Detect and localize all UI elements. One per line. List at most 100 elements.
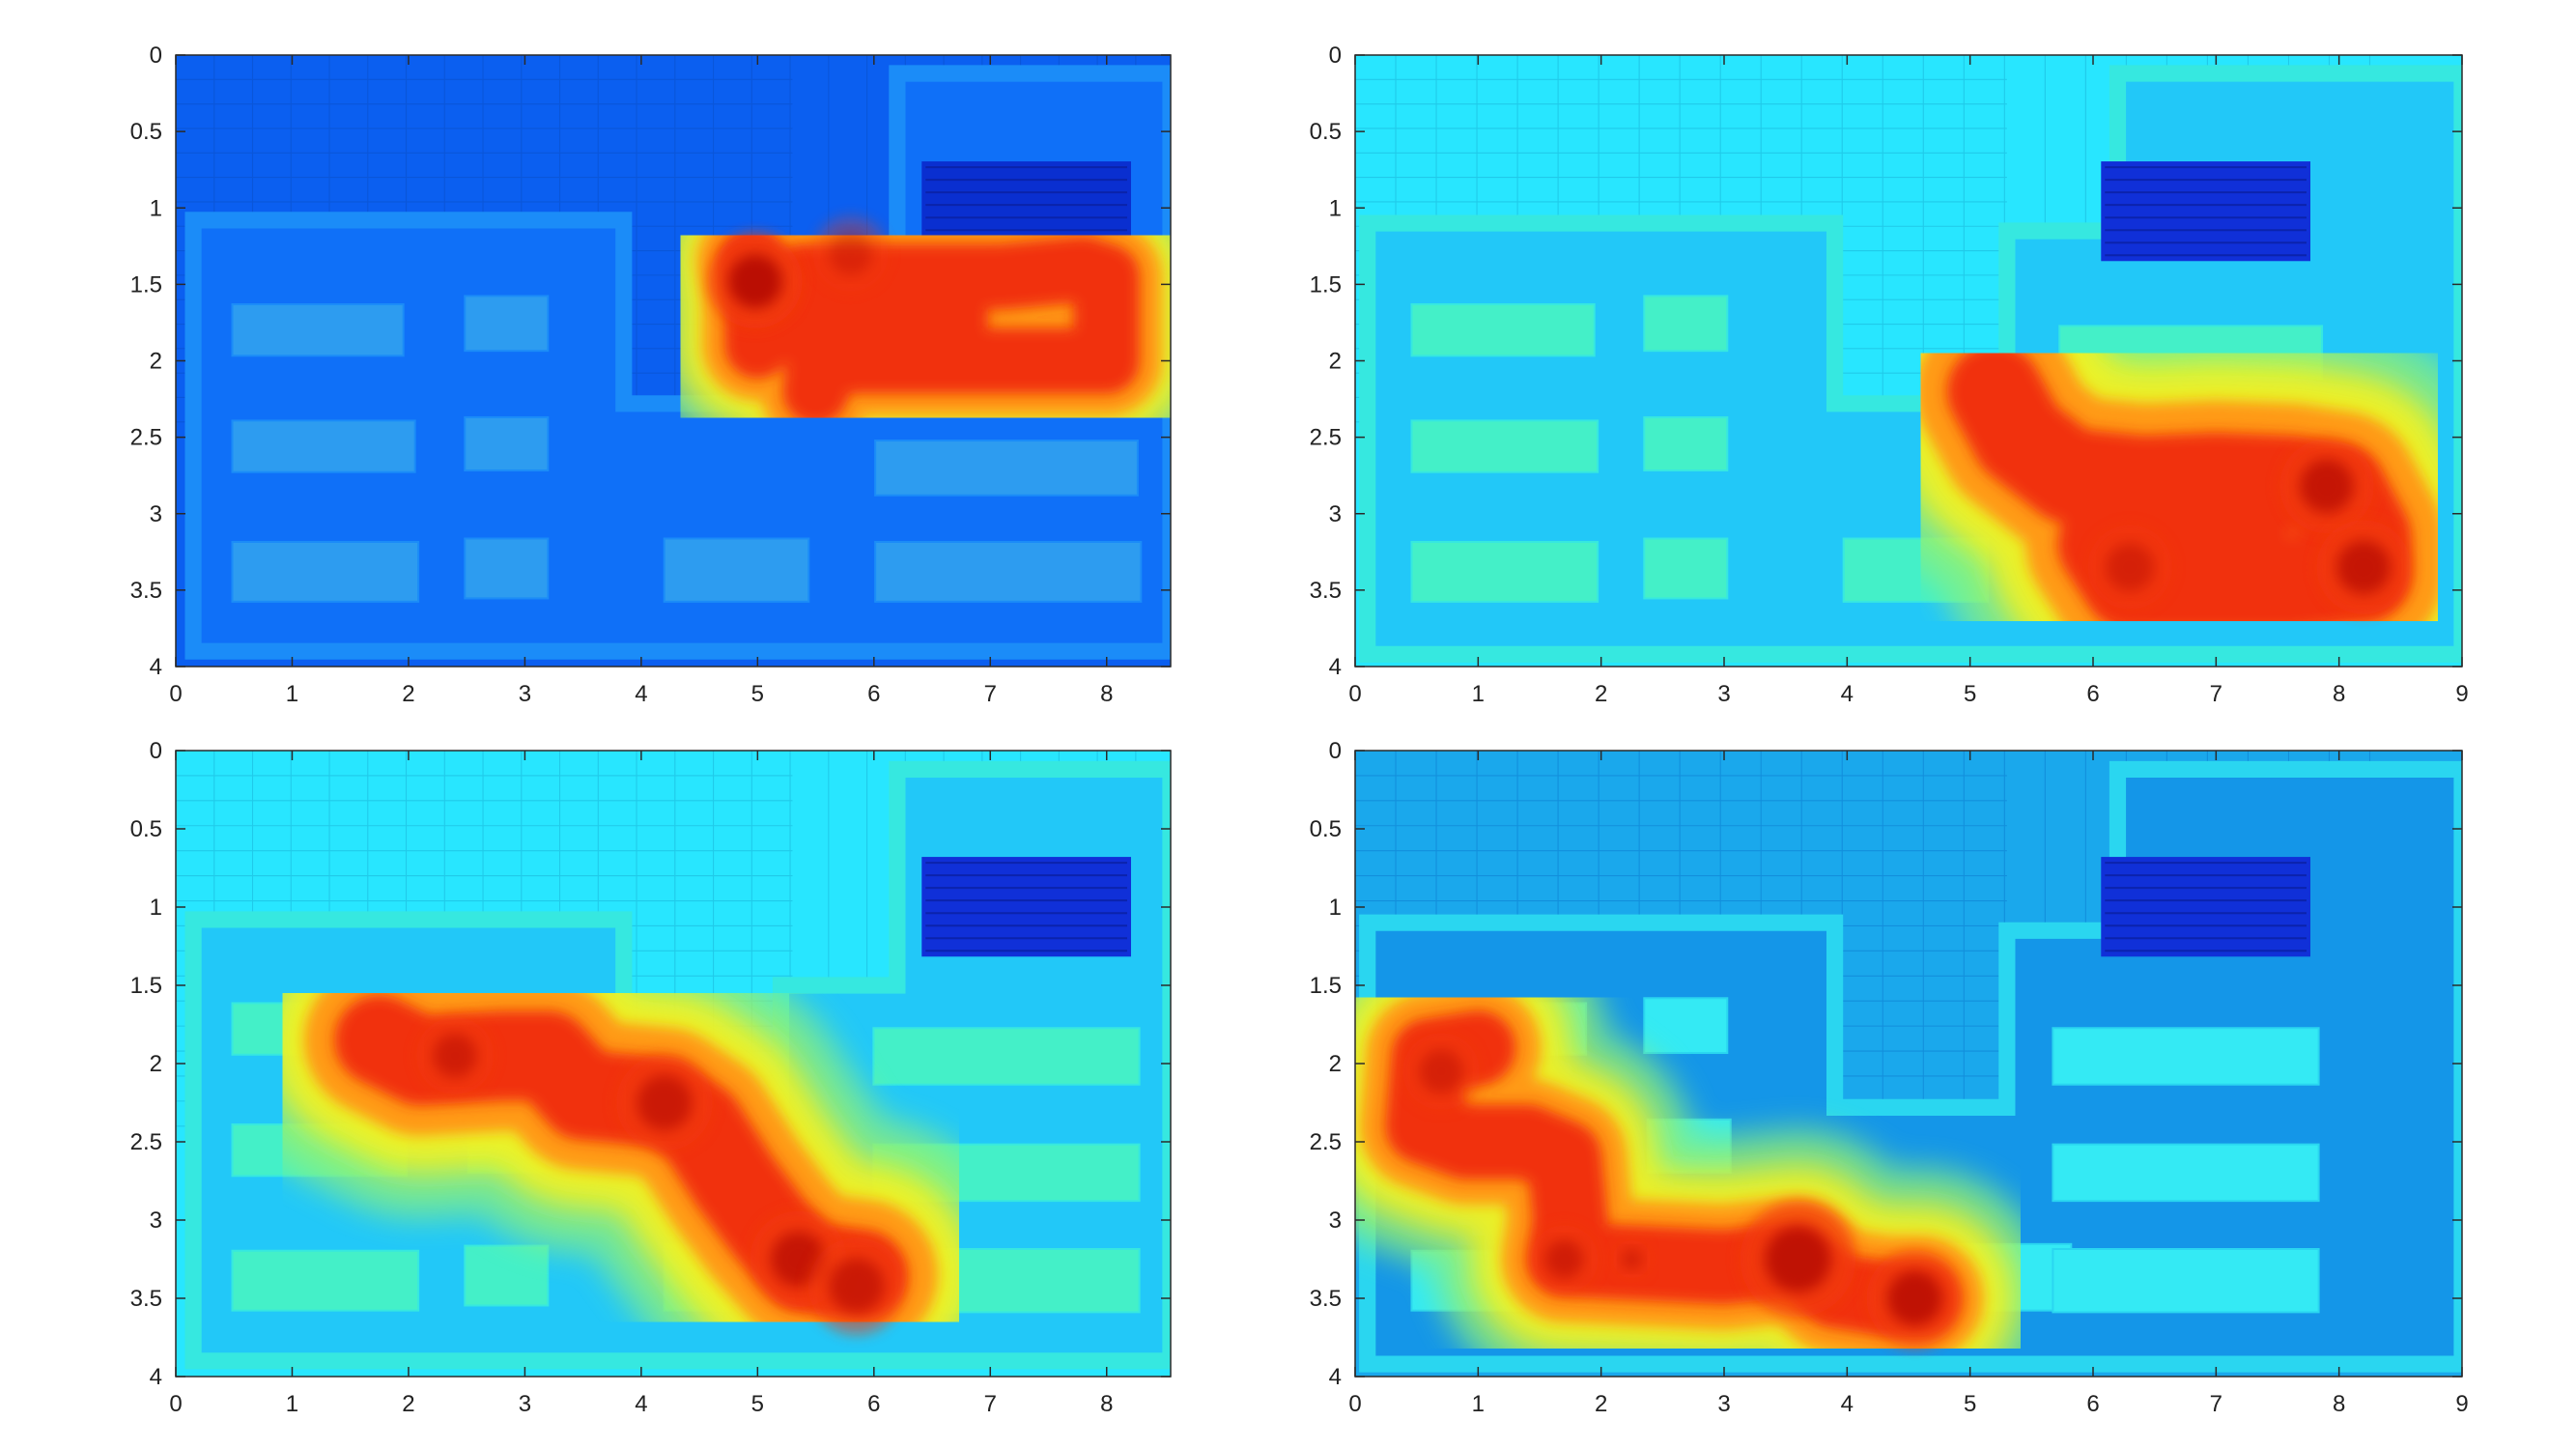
x-tick-label: 6 — [2086, 1391, 2099, 1417]
y-tick-label: 1 — [150, 195, 162, 221]
y-tick-label: 3 — [150, 1208, 162, 1234]
y-tick-label: 3 — [150, 501, 162, 527]
x-tick-label: 1 — [286, 1391, 298, 1417]
y-tick-label: 3.5 — [1310, 578, 1342, 604]
x-tick-label: 9 — [2455, 681, 2468, 707]
y-tick-label: 4 — [1329, 654, 1342, 680]
y-tick-label: 2.5 — [1310, 1129, 1342, 1155]
x-tick-label: 3 — [519, 1391, 531, 1417]
y-tick-label: 2 — [150, 1051, 162, 1077]
hotspot-core — [1544, 1239, 1584, 1279]
x-tick-label: 1 — [1472, 1391, 1485, 1417]
panel-bottom-left: 0 1 2 3 4 5 6 7 8 0 0.5 1 1.5 2 2.5 3 3.5 4 — [130, 738, 1172, 1417]
y-tick-label: 1.5 — [1310, 271, 1342, 298]
furniture-box — [464, 415, 550, 471]
y-tick-label: 1 — [150, 895, 162, 921]
x-tick-label: 1 — [1472, 681, 1485, 707]
y-tick-label: 0.5 — [1310, 119, 1342, 145]
hotspot-core — [1621, 1248, 1643, 1270]
x-tick-label: 4 — [635, 681, 647, 707]
x-tick-label: 3 — [519, 681, 531, 707]
y-tick-label: 1 — [1329, 895, 1342, 921]
x-tick-label: 3 — [1717, 1391, 1730, 1417]
furniture-box — [1643, 537, 1729, 600]
furniture-box — [2052, 1248, 2320, 1314]
x-tick-label: 4 — [635, 1391, 647, 1417]
furniture-box — [464, 1244, 550, 1307]
furniture-box — [1643, 415, 1729, 471]
shelf-block — [921, 857, 1131, 957]
hotspot-core — [728, 254, 782, 309]
x-tick-label: 7 — [2210, 1391, 2222, 1417]
y-tick-label: 4 — [150, 654, 162, 680]
panel-top-left: 0 1 2 3 4 5 6 7 8 0 0.5 1 1.5 2 2.5 3 3.5 4 — [130, 43, 1172, 707]
y-tick-label: 4 — [1329, 1364, 1342, 1390]
hotspot-core — [2106, 543, 2155, 592]
y-tick-label: 3.5 — [130, 578, 162, 604]
y-tick-label: 0 — [150, 43, 162, 69]
shelf-stripes — [2105, 166, 2307, 257]
heat-trajectory — [636, 146, 1171, 507]
furniture-box — [464, 295, 550, 353]
x-tick-label: 2 — [402, 1391, 414, 1417]
furniture-box — [1643, 997, 1729, 1055]
y-tick-label: 4 — [150, 1364, 162, 1390]
y-tick-label: 2.5 — [1310, 425, 1342, 451]
y-tick-label: 2 — [150, 349, 162, 375]
furniture-box — [2052, 1143, 2320, 1203]
x-tick-label: 9 — [2455, 1391, 2468, 1417]
x-tick-label: 6 — [867, 681, 880, 707]
heat-trajectory — [1355, 916, 2052, 1377]
furniture-box — [1643, 295, 1729, 353]
y-tick-label: 2 — [1329, 349, 1342, 375]
x-tick-label: 5 — [751, 1391, 764, 1417]
x-tick-label: 5 — [751, 681, 764, 707]
y-tick-label: 2 — [1329, 1051, 1342, 1077]
x-tick-label: 1 — [286, 681, 298, 707]
x-tick-label: 2 — [402, 681, 414, 707]
y-tick-label: 3 — [1329, 501, 1342, 527]
heatmap-area — [176, 55, 1171, 667]
furniture-box — [1410, 540, 1599, 603]
furniture-box — [2052, 1027, 2320, 1086]
y-tick-label: 2.5 — [130, 1129, 162, 1155]
x-tick-label: 8 — [1100, 1391, 1113, 1417]
x-tick-label: 5 — [1964, 1391, 1976, 1417]
x-tick-label: 6 — [867, 1391, 880, 1417]
y-tick-label: 3.5 — [130, 1286, 162, 1312]
heatmap-area — [1355, 751, 2462, 1377]
furniture-box — [663, 537, 810, 603]
x-tick-label: 4 — [1841, 1391, 1854, 1417]
x-tick-label: 0 — [169, 681, 182, 707]
shelf-stripes — [925, 862, 1127, 952]
heat-trajectory — [1827, 224, 2462, 667]
y-tick-label: 0 — [1329, 43, 1342, 69]
y-tick-label: 0.5 — [1310, 816, 1342, 842]
heatmap-area — [176, 751, 1171, 1377]
x-tick-label: 6 — [2086, 681, 2099, 707]
y-tick-label: 1.5 — [1310, 973, 1342, 999]
furniture-box — [872, 1027, 1141, 1086]
x-tick-label: 2 — [1595, 681, 1607, 707]
x-tick-label: 8 — [2333, 681, 2345, 707]
x-tick-label: 0 — [169, 1391, 182, 1417]
x-tick-label: 0 — [1348, 681, 1361, 707]
furniture-box — [231, 1249, 420, 1312]
x-tick-label: 7 — [984, 1391, 997, 1417]
y-tick-label: 3.5 — [1310, 1286, 1342, 1312]
y-tick-label: 0.5 — [130, 119, 162, 145]
x-tick-label: 7 — [2210, 681, 2222, 707]
heatmap-area — [1355, 55, 2462, 667]
y-tick-label: 1.5 — [130, 271, 162, 298]
x-tick-label: 2 — [1595, 1391, 1607, 1417]
furniture-box — [231, 419, 416, 473]
x-tick-label: 7 — [984, 681, 997, 707]
furniture-box — [1410, 303, 1596, 357]
x-tick-label: 8 — [2333, 1391, 2345, 1417]
shelf-block — [2101, 857, 2310, 957]
y-tick-label: 0.5 — [130, 816, 162, 842]
hotspot-core — [2300, 459, 2354, 514]
x-tick-label: 5 — [1964, 681, 1976, 707]
furniture-box — [231, 540, 420, 603]
